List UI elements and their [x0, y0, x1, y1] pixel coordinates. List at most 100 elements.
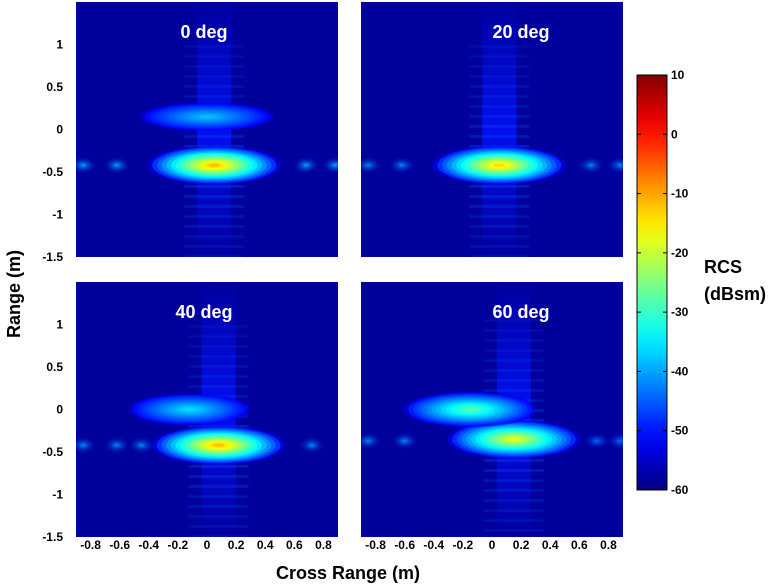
x-tick-label: -0.4 — [423, 538, 444, 552]
sidelobe-fringe — [184, 135, 245, 138]
edge-spot — [127, 436, 156, 455]
edge-spot — [576, 156, 605, 175]
secondary-scatterer — [128, 393, 251, 426]
sidelobe-fringe — [483, 359, 544, 362]
x-tick-label: 0 — [204, 538, 211, 552]
sidelobe-fringe — [184, 55, 245, 58]
sidelobe-fringe — [188, 515, 249, 518]
sidelobe-fringe — [469, 45, 530, 48]
x-tick-label: -0.6 — [394, 538, 415, 552]
sidelobe-fringe — [188, 335, 249, 338]
sidelobe-fringe — [469, 125, 530, 128]
y-tick-label: -1.5 — [42, 250, 63, 264]
sidelobe-fringe — [184, 245, 245, 248]
sidelobe-fringe — [188, 385, 249, 388]
y-tick-label: -0.5 — [42, 445, 63, 459]
sidelobe-fringe — [469, 65, 530, 68]
sidelobe-fringe — [184, 275, 244, 278]
sidelobe-fringe — [469, 275, 529, 278]
panel-title: 0 deg — [180, 22, 227, 42]
x-tick-labels-right: -0.8 -0.6 -0.4 -0.2 0 0.2 0.4 0.6 0.8 — [365, 538, 617, 552]
colorbar-tick-label: -60 — [671, 483, 689, 497]
sidelobe-fringe — [469, 215, 530, 218]
sidelobe-fringe — [469, 55, 530, 58]
colorbar-label-line1: RCS — [704, 257, 742, 277]
sidelobe-streak — [482, 2, 517, 257]
sidelobe-fringe — [469, 135, 530, 138]
edge-spot — [102, 156, 131, 175]
sidelobe-fringe — [184, 255, 245, 257]
edge-spot — [361, 431, 383, 450]
sidelobe-fringe — [469, 195, 530, 198]
edge-spot — [76, 436, 98, 455]
sidelobe-fringe — [188, 365, 249, 368]
sidelobe-fringe — [184, 45, 245, 48]
edge-spot — [102, 436, 131, 455]
sidelobe-fringe — [469, 185, 530, 188]
x-tick-label: 0.2 — [228, 538, 245, 552]
x-tick-label: 0.8 — [315, 538, 332, 552]
colorbar-gradient — [636, 74, 668, 491]
edge-spot — [361, 156, 383, 175]
edge-spot — [297, 436, 326, 455]
sidelobe-fringe — [188, 485, 249, 488]
sidelobe-fringe — [184, 65, 245, 68]
sidelobe-fringe — [184, 205, 245, 208]
edge-spot — [321, 156, 338, 175]
sidelobe-fringe — [469, 105, 530, 108]
sidelobe-fringe — [184, 185, 245, 188]
panel-title: 40 deg — [175, 302, 232, 322]
heatmap-panel — [361, 2, 623, 278]
edge-spot — [76, 156, 98, 175]
sidelobe-fringe — [483, 319, 544, 322]
x-tick-labels-left: -0.8 -0.6 -0.4 -0.2 0 0.2 0.4 0.6 0.8 — [80, 538, 332, 552]
sidelobe-fringe — [188, 375, 249, 378]
heatmap-panel — [361, 282, 623, 562]
sidelobe-fringe — [469, 245, 530, 248]
colorbar-tick-label: 10 — [671, 68, 685, 82]
x-tick-label: 0.2 — [513, 538, 530, 552]
edge-spot — [606, 431, 623, 450]
sidelobe-fringe — [188, 355, 249, 358]
colorbar-tick-label: -30 — [671, 305, 689, 319]
sidelobe-fringe — [184, 225, 245, 228]
panel-title: 60 deg — [492, 302, 549, 322]
x-tick-label: 0.4 — [542, 538, 559, 552]
sidelobe-fringe — [184, 195, 245, 198]
sidelobe-fringe — [469, 255, 530, 257]
colorbar-tick-label: -50 — [671, 424, 689, 438]
sidelobe-fringe — [184, 235, 245, 238]
colorbar-tick-label: 0 — [671, 127, 678, 141]
sidelobe-fringe — [484, 559, 544, 562]
colorbar-label-line2: (dBsm) — [704, 284, 766, 304]
heatmap-panel — [76, 2, 338, 278]
sidelobe-fringe — [184, 85, 245, 88]
edge-spot — [291, 156, 320, 175]
sidelobe-fringe — [184, 215, 245, 218]
y-tick-label: -1.5 — [42, 530, 63, 544]
sidelobe-fringe — [483, 489, 544, 492]
sidelobe-fringe — [483, 349, 544, 352]
sidelobe-fringe — [483, 369, 544, 372]
y-tick-label: -1 — [52, 488, 63, 502]
y-tick-labels-bottom: 1 0.5 0 -0.5 -1 -1.5 — [42, 318, 63, 545]
sidelobe-fringe — [188, 465, 249, 468]
heatmap-panels: 0 deg 20 deg 40 deg 60 deg — [76, 2, 623, 562]
sidelobe-fringe — [483, 329, 544, 332]
sidelobe-fringe — [188, 495, 249, 498]
sidelobe-fringe — [189, 555, 249, 558]
y-tick-labels-top: 1 0.5 0 -0.5 -1 -1.5 — [42, 38, 63, 265]
sidelobe-fringe — [483, 499, 544, 502]
x-tick-label: -0.4 — [138, 538, 159, 552]
colorbar-tick-label: -20 — [671, 246, 689, 260]
panel-title: 20 deg — [492, 22, 549, 42]
heatmap-panel — [76, 282, 338, 558]
x-tick-label: -0.6 — [109, 538, 130, 552]
main-scatterer — [447, 419, 581, 459]
sidelobe-fringe — [184, 95, 245, 98]
sidelobe-fringe — [483, 459, 544, 462]
y-tick-label: -1 — [52, 208, 63, 222]
sidelobe-fringe — [184, 265, 244, 268]
edge-spot — [387, 156, 416, 175]
y-tick-label: 0 — [56, 123, 63, 137]
